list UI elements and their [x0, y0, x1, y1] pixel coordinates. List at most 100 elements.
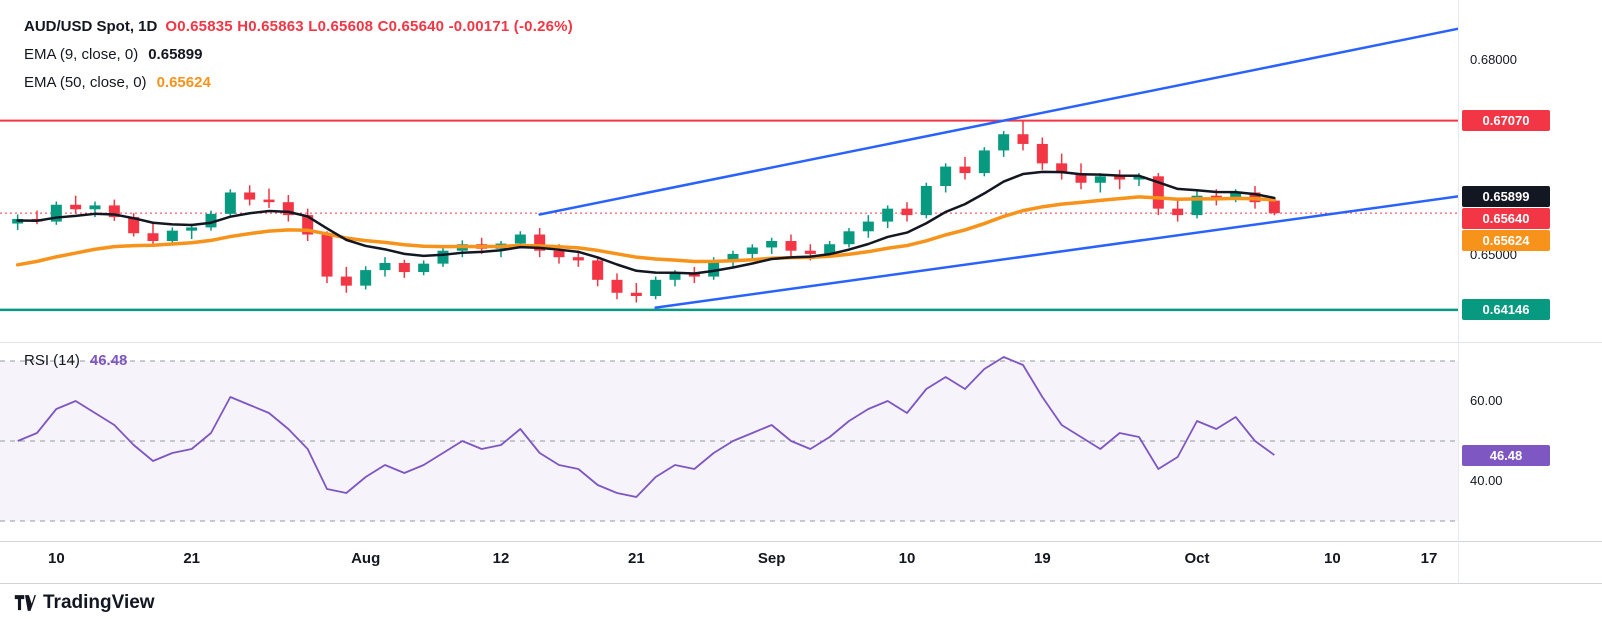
candle-body — [186, 227, 198, 231]
candle-body — [418, 263, 430, 273]
candle-body — [785, 241, 797, 251]
candle-body — [166, 230, 178, 241]
channel-lower-line[interactable] — [654, 195, 1468, 309]
rsi-legend: RSI (14) 46.48 — [24, 346, 127, 374]
candle-body — [1075, 173, 1087, 183]
pane-separator[interactable] — [0, 342, 1602, 343]
candle-body — [437, 250, 449, 264]
candle-body — [669, 273, 681, 280]
tradingview-logo-text: TradingView — [43, 592, 155, 613]
time-label: Aug — [351, 550, 381, 567]
candle-body — [263, 199, 275, 203]
price-badge-support: 0.64146 — [1462, 299, 1550, 321]
rsi-value: 46.48 — [89, 351, 128, 369]
candle-body — [572, 257, 584, 261]
price-badge-resistance: 0.67070 — [1462, 110, 1550, 132]
candle-body — [147, 233, 159, 241]
candle-body — [1230, 192, 1242, 199]
time-axis[interactable]: 10 21 Aug 12 21 Sep 10 19 Oct 10 17 — [0, 542, 1458, 582]
candle-body — [514, 234, 526, 244]
candle-body — [282, 202, 294, 216]
candle-body — [1268, 200, 1280, 214]
time-label: 21 — [627, 550, 645, 567]
candle-body — [650, 279, 662, 296]
candle-body — [244, 192, 256, 200]
rsi-label[interactable]: RSI (14) — [24, 351, 80, 369]
plot-area — [0, 27, 1468, 522]
ema9-line[interactable] — [16, 170, 1276, 275]
candle-body — [1036, 143, 1048, 164]
candle-body — [882, 208, 894, 222]
candle-body — [727, 253, 739, 261]
rsi-tick: 60.00 — [1470, 393, 1503, 408]
time-label: 10 — [47, 550, 65, 567]
time-label: 10 — [898, 550, 916, 567]
rsi-band — [0, 361, 1458, 521]
candle-body — [1114, 176, 1126, 180]
candle-body — [340, 276, 352, 286]
candle-body — [398, 263, 410, 273]
candle-body — [224, 192, 236, 214]
tradingview-logo-icon — [14, 595, 36, 611]
rsi-value-badge: 46.48 — [1462, 444, 1550, 466]
bottom-separator — [0, 583, 1602, 584]
time-label: 17 — [1420, 550, 1438, 567]
candle-body — [746, 247, 758, 254]
candle-body — [1094, 176, 1106, 183]
candle-body — [553, 250, 565, 258]
candle-body — [1017, 134, 1029, 144]
rsi-line[interactable] — [17, 356, 1275, 498]
candle-body — [1133, 176, 1145, 180]
rsi-legend-row: RSI (14) 46.48 — [24, 346, 127, 374]
candle-body — [920, 186, 932, 216]
candle-body — [379, 263, 391, 271]
price-badge-ema9: 0.65899 — [1462, 185, 1550, 207]
candle-body — [940, 166, 952, 186]
symbol-title[interactable]: AUD/USD Spot, 1D — [24, 17, 158, 35]
tradingview-logo[interactable]: TradingView — [14, 592, 155, 614]
candle-body — [978, 150, 990, 174]
ema50-legend-row: EMA (50, close, 0) 0.65624 — [24, 68, 573, 96]
candle-body — [592, 260, 604, 280]
candle-body — [1152, 176, 1164, 209]
price-tick: 0.68000 — [1470, 52, 1517, 68]
ema9-label[interactable]: EMA (9, close, 0) — [24, 45, 139, 63]
candle-body — [50, 204, 62, 222]
time-label: 19 — [1033, 550, 1051, 567]
candle-body — [766, 241, 778, 248]
candle-body — [128, 217, 140, 234]
ema50-label[interactable]: EMA (50, close, 0) — [24, 73, 147, 91]
candle-body — [901, 208, 913, 216]
candle-body — [205, 213, 217, 228]
time-label: Oct — [1184, 550, 1210, 567]
time-label: 12 — [492, 550, 510, 567]
candle-body — [998, 134, 1010, 151]
rsi-axis[interactable]: 60.00 40.00 46.48 — [1460, 0, 1602, 541]
candle-body — [688, 273, 700, 277]
ema50-line[interactable] — [15, 195, 1277, 267]
price-axis[interactable]: 0.68000 0.65000 0.67070 0.65899 0.65640 0.656… — [1460, 0, 1602, 541]
candle-body — [1056, 163, 1068, 174]
candle-body — [708, 260, 720, 277]
candle-body — [611, 279, 623, 293]
ohlc-values: O0.65835 H0.65863 L0.65608 C0.65640 -0.0… — [165, 17, 573, 35]
ema50-value: 0.65624 — [156, 73, 211, 91]
candle-body — [360, 270, 372, 286]
price-badge-ema50: 0.65624 — [1462, 229, 1550, 251]
candle-body — [959, 166, 971, 174]
candle-body — [862, 221, 874, 232]
time-axis-separator — [0, 541, 1602, 542]
symbol-row: AUD/USD Spot, 1D O0.65835 H0.65863 L0.65… — [24, 12, 573, 40]
candle-body — [1172, 208, 1184, 216]
symbol-legend: AUD/USD Spot, 1D O0.65835 H0.65863 L0.65… — [24, 12, 573, 96]
candle-body — [302, 215, 314, 235]
candle-body — [630, 292, 642, 296]
price-axis-separator — [1458, 0, 1459, 583]
channel-upper-line[interactable] — [538, 27, 1468, 216]
candle-body — [534, 234, 546, 251]
price-badge-last-price: 0.65640 — [1462, 207, 1550, 229]
candle-body — [89, 205, 101, 210]
candle-body — [804, 250, 816, 254]
